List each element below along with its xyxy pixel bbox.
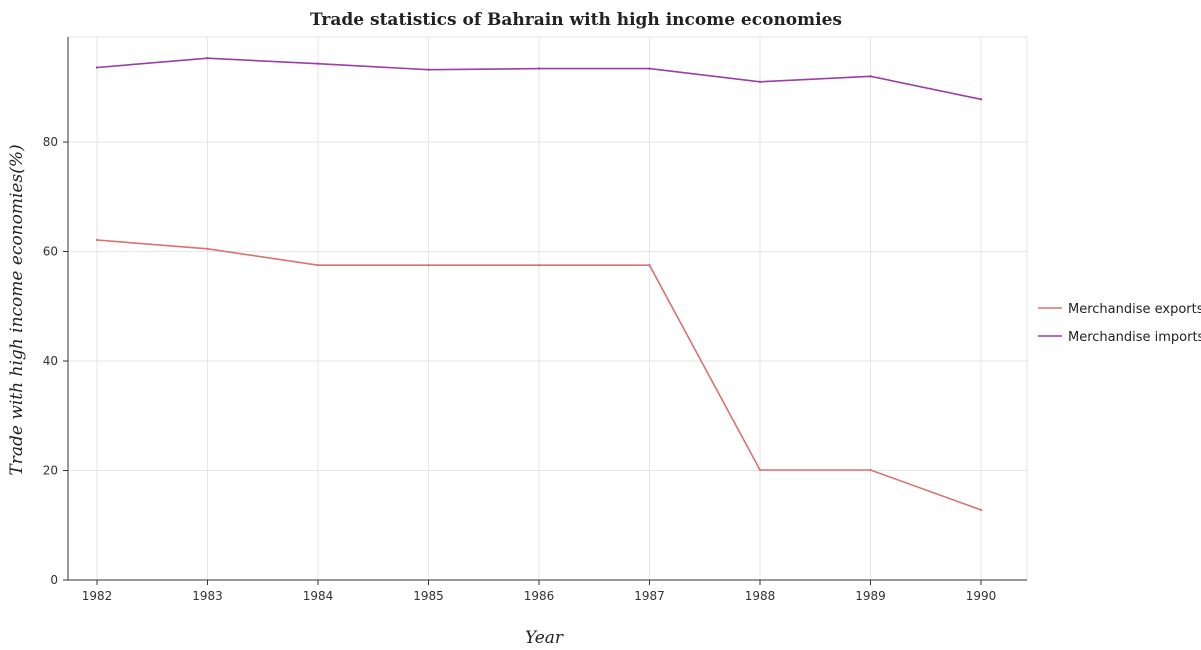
plot-border bbox=[67, 36, 1028, 581]
x-tick-label: 1984 bbox=[303, 589, 334, 603]
data-point bbox=[427, 263, 430, 267]
data-point bbox=[758, 468, 762, 472]
data-point bbox=[758, 80, 762, 83]
y-tick-label: 0 bbox=[50, 573, 58, 587]
data-point bbox=[648, 263, 651, 267]
data-point bbox=[427, 68, 430, 71]
legend: Merchandise exports Merchandise imports bbox=[1038, 302, 1201, 345]
axes: 0 20 40 60 80 1982 1983 1984 1985 1986 1987 1988 198… bbox=[43, 37, 1027, 603]
x-tick-label: 1990 bbox=[966, 589, 997, 603]
y-tick-label: 60 bbox=[43, 245, 58, 259]
data-point bbox=[537, 263, 541, 267]
data-point bbox=[316, 62, 320, 65]
y-tick-label: 80 bbox=[43, 135, 58, 149]
data-point bbox=[206, 57, 209, 60]
data-point bbox=[95, 66, 99, 69]
data-point bbox=[537, 67, 541, 70]
legend-label: Merchandise imports bbox=[1068, 330, 1201, 345]
series bbox=[95, 57, 983, 512]
data-point bbox=[95, 238, 99, 242]
grid bbox=[67, 36, 1028, 581]
data-point bbox=[206, 247, 209, 250]
chart-title: Trade statistics of Bahrain with high in… bbox=[310, 10, 842, 30]
data-point bbox=[648, 67, 651, 70]
x-axis-title: Year bbox=[525, 628, 564, 648]
x-tick-label: 1982 bbox=[82, 589, 113, 603]
y-tick-label: 20 bbox=[43, 464, 58, 478]
data-point bbox=[869, 75, 872, 78]
x-tick-label: 1985 bbox=[413, 589, 444, 603]
y-axis-title: Trade with high income economies(%) bbox=[7, 144, 27, 475]
x-tick-label: 1983 bbox=[192, 589, 223, 603]
legend-label: Merchandise exports bbox=[1068, 302, 1201, 317]
data-point bbox=[979, 508, 983, 512]
x-tick-label: 1989 bbox=[855, 589, 886, 603]
x-tick-label: 1988 bbox=[745, 589, 776, 603]
y-tick-label: 40 bbox=[43, 354, 58, 368]
x-tick-label: 1986 bbox=[524, 589, 555, 603]
data-point bbox=[979, 98, 983, 101]
data-point bbox=[316, 263, 320, 267]
x-tick-label: 1987 bbox=[634, 589, 665, 603]
data-point bbox=[869, 468, 872, 472]
